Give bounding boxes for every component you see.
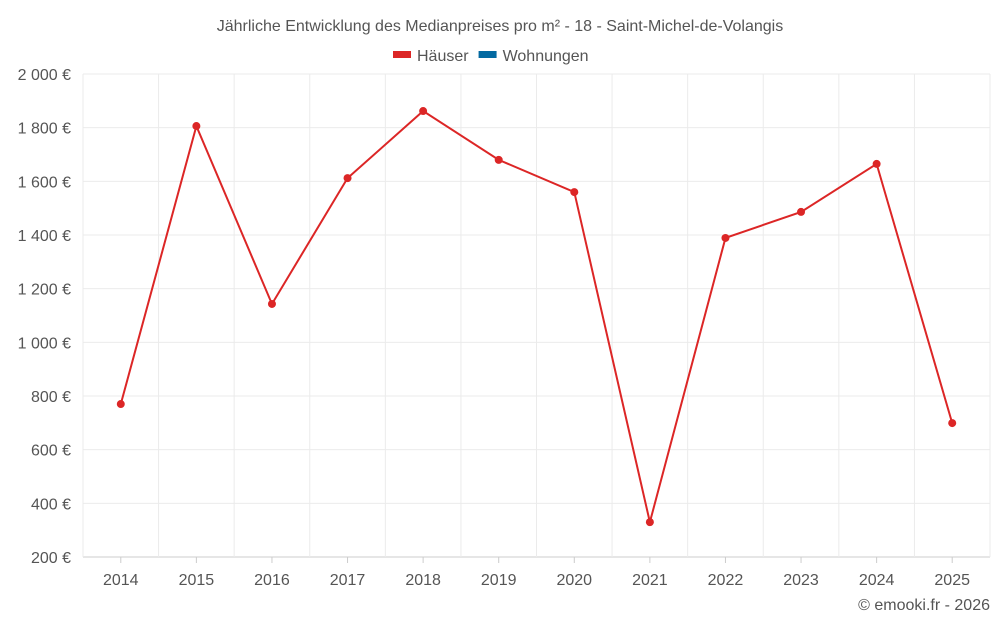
data-point[interactable] bbox=[645, 518, 654, 527]
y-tick-label: 1 000 € bbox=[18, 335, 71, 352]
legend: Häuser Wohnungen bbox=[393, 48, 589, 65]
y-tick-label: 1 600 € bbox=[18, 174, 71, 191]
data-point[interactable] bbox=[419, 107, 428, 116]
legend-swatch bbox=[478, 51, 497, 58]
x-tick-label: 2020 bbox=[556, 572, 592, 589]
legend-label: Häuser bbox=[417, 48, 469, 65]
data-point[interactable] bbox=[267, 299, 276, 308]
grid bbox=[82, 73, 991, 558]
y-tick-label: 1 200 € bbox=[18, 282, 71, 299]
legend-item[interactable]: Wohnungen bbox=[478, 48, 589, 65]
data-point[interactable] bbox=[192, 122, 201, 131]
data-point[interactable] bbox=[570, 188, 579, 197]
series-line-Häuser bbox=[119, 109, 954, 523]
y-tick-label: 600 € bbox=[31, 443, 71, 460]
y-tick-label: 1 400 € bbox=[18, 228, 71, 245]
legend-item[interactable]: Häuser bbox=[393, 48, 469, 65]
x-tick-label: 2017 bbox=[330, 572, 366, 589]
x-tick-label: 2022 bbox=[708, 572, 744, 589]
data-point[interactable] bbox=[343, 174, 352, 183]
legend-swatch bbox=[393, 51, 411, 58]
x-axis: 2014 2015 2016 2017 2018 2019 2020 2021 2022 2023… bbox=[103, 557, 970, 589]
x-tick-label: 2021 bbox=[632, 572, 668, 589]
x-tick-label: 2023 bbox=[783, 572, 819, 589]
x-tick-label: 2018 bbox=[405, 572, 441, 589]
x-tick-label: 2025 bbox=[934, 572, 970, 589]
legend-label: Wohnungen bbox=[503, 48, 589, 65]
chart-title: Jährliche Entwicklung des Medianpreises … bbox=[217, 18, 783, 35]
x-tick-label: 2024 bbox=[859, 572, 895, 589]
y-tick-label: 800 € bbox=[31, 389, 71, 406]
y-tick-label: 2 000 € bbox=[18, 67, 71, 84]
data-point[interactable] bbox=[494, 155, 503, 164]
data-point[interactable] bbox=[797, 207, 806, 216]
y-tick-label: 200 € bbox=[31, 550, 71, 567]
x-tick-label: 2014 bbox=[103, 572, 139, 589]
data-point[interactable] bbox=[721, 233, 730, 242]
series bbox=[116, 107, 957, 527]
x-tick-label: 2016 bbox=[254, 572, 290, 589]
x-tick-label: 2019 bbox=[481, 572, 517, 589]
x-tick-label: 2015 bbox=[179, 572, 215, 589]
y-tick-label: 400 € bbox=[31, 496, 71, 513]
data-point[interactable] bbox=[116, 400, 125, 409]
y-axis: 200 € 400 € 600 € 800 € 1 000 € 1 200 € 1 400 … bbox=[18, 67, 71, 567]
y-tick-label: 1 800 € bbox=[18, 121, 71, 138]
copyright: © emooki.fr - 2026 bbox=[858, 597, 990, 614]
data-point[interactable] bbox=[872, 159, 881, 168]
data-point[interactable] bbox=[948, 419, 957, 428]
